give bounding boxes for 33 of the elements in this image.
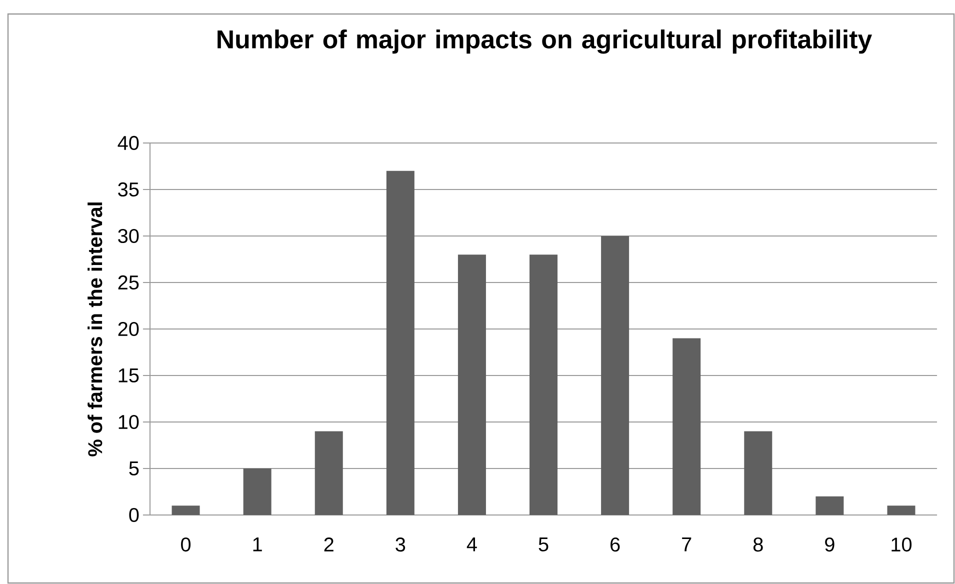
y-axis-title: % of farmers in the interval [88, 202, 102, 456]
bar [816, 496, 844, 515]
x-tick-label: 0 [181, 538, 191, 552]
chart-title: Number of major impacts on agricultural profitability [218, 30, 872, 54]
y-tick-label: 30 [118, 228, 139, 244]
x-tick-label: 2 [324, 538, 334, 552]
y-tick-label: 40 [118, 136, 139, 150]
x-tick-label: 5 [538, 538, 548, 552]
bar [386, 170, 414, 515]
bar [172, 506, 200, 515]
bar [887, 506, 916, 515]
y-tick-label: 20 [118, 322, 139, 336]
y-tick-label: 5 [129, 462, 139, 476]
x-tick-label: 6 [610, 538, 620, 552]
y-tick-label: 25 [118, 275, 139, 290]
bar [530, 254, 558, 515]
bar [672, 338, 701, 515]
y-tick-label: 10 [118, 414, 139, 430]
x-tick-label: 7 [682, 538, 692, 552]
bar [314, 431, 343, 515]
y-tick-label: 35 [118, 182, 139, 197]
x-tick-label: 9 [825, 538, 834, 552]
y-tick-label: 15 [118, 368, 139, 382]
bar [601, 236, 630, 515]
x-tick-label: 3 [396, 538, 406, 552]
x-tick-label: 10 [892, 538, 912, 552]
x-tick-label: 8 [753, 538, 763, 552]
x-tick-label: 1 [253, 538, 262, 552]
y-tick-label: 0 [129, 508, 139, 522]
bar [458, 254, 486, 515]
x-tick-label: 4 [466, 538, 477, 552]
bar [744, 431, 772, 515]
bar [243, 468, 272, 515]
